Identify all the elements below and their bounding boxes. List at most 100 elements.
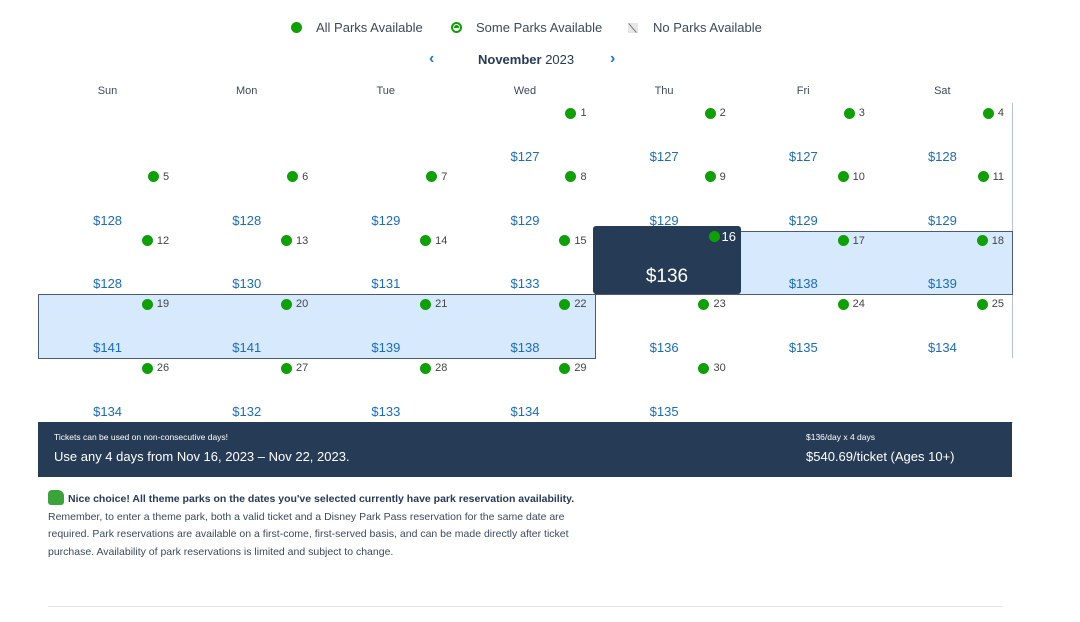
- legend-none: No Parks Available: [628, 20, 762, 35]
- all-parks-icon: [559, 362, 571, 374]
- day-price: $127: [788, 148, 818, 164]
- all-parks-icon: [426, 171, 438, 183]
- ticket-summary-bar: Tickets can be used on non-consecutive d…: [38, 422, 1012, 477]
- calendar-day-24[interactable]: 24 $135: [733, 294, 874, 360]
- all-parks-icon: [559, 298, 571, 310]
- calendar-day-1[interactable]: 1 $127: [455, 103, 596, 168]
- calendar-day-29[interactable]: 29 $134: [455, 358, 596, 423]
- day-price: $129: [371, 212, 401, 228]
- calendar-day-20[interactable]: 20 $141: [177, 294, 318, 360]
- calendar-day-2[interactable]: 2 $127: [594, 103, 735, 168]
- day-price: $129: [649, 212, 679, 228]
- day-price: $128: [232, 212, 262, 228]
- selected-day-16[interactable]: 16 $136: [593, 226, 741, 294]
- all-parks-icon: [420, 362, 432, 374]
- day-price: $141: [232, 340, 262, 356]
- all-parks-icon: [281, 235, 293, 247]
- day-number: 11: [977, 171, 1004, 183]
- calendar-day-22[interactable]: 22 $138: [455, 294, 596, 360]
- all-parks-icon: [148, 171, 160, 183]
- all-parks-icon: [698, 298, 710, 310]
- calendar-day-12[interactable]: 12 $128: [38, 230, 179, 296]
- all-parks-icon: [982, 107, 994, 119]
- day-number: 22: [559, 298, 587, 310]
- day-price: $129: [788, 212, 818, 228]
- calendar-day-21[interactable]: 21 $139: [316, 294, 457, 360]
- reservation-message: Nice choice! All theme parks on the date…: [48, 490, 608, 561]
- calendar-day-17[interactable]: 17 $138: [733, 230, 874, 296]
- weekday-header: Fri: [796, 85, 810, 97]
- prev-month-button[interactable]: ‹: [429, 50, 435, 67]
- all-parks-icon: [565, 107, 577, 119]
- calendar-day-26[interactable]: 26 $134: [38, 358, 179, 423]
- calendar-day-27[interactable]: 27 $132: [177, 358, 318, 423]
- day-price: $128: [93, 212, 123, 228]
- day-number: 1: [565, 107, 587, 119]
- day-number: 12: [141, 235, 169, 247]
- all-parks-icon: [141, 235, 153, 247]
- calendar-day-6[interactable]: 6 $128: [177, 166, 318, 232]
- calendar-day-3[interactable]: 3 $127: [733, 103, 874, 168]
- all-parks-icon: [291, 22, 302, 33]
- day-number: 16: [708, 229, 736, 244]
- calendar-day-25[interactable]: 25 $134: [872, 294, 1013, 360]
- all-parks-icon: [559, 235, 571, 247]
- day-number: 30: [698, 362, 726, 374]
- calendar-day-28[interactable]: 28 $133: [316, 358, 457, 423]
- calendar-day-13[interactable]: 13 $130: [177, 230, 318, 296]
- next-month-button[interactable]: ›: [610, 50, 616, 67]
- all-parks-icon: [843, 107, 855, 119]
- calendar-day-19[interactable]: 19 $141: [38, 294, 179, 360]
- empty-cell: [177, 103, 318, 168]
- day-number: 28: [420, 362, 447, 374]
- day-number: 25: [976, 298, 1004, 310]
- calendar-day-10[interactable]: 10 $129: [733, 166, 874, 232]
- day-number: 15: [559, 235, 587, 247]
- day-price: $135: [788, 340, 818, 356]
- per-day-price: $136/day x 4 days: [806, 432, 875, 442]
- weekday-header: Mon: [235, 85, 258, 97]
- day-price: $138: [788, 276, 818, 292]
- calendar-day-23[interactable]: 23 $136: [594, 294, 735, 360]
- some-parks-icon: [451, 22, 462, 33]
- calendar-day-11[interactable]: 11 $129: [872, 166, 1013, 232]
- all-parks-icon: [837, 171, 849, 183]
- day-price: $131: [371, 276, 401, 292]
- calendar-day-14[interactable]: 14 $131: [316, 230, 457, 296]
- all-parks-icon: [698, 362, 710, 374]
- date-range-text: Use any 4 days from Nov 16, 2023 – Nov 2…: [54, 449, 350, 464]
- day-price: $139: [927, 276, 957, 292]
- all-parks-icon: [420, 235, 432, 247]
- weekday-header: Tue: [376, 85, 396, 97]
- day-number: 24: [837, 298, 865, 310]
- month-title: November 2023: [478, 52, 575, 67]
- thumbs-up-icon: [48, 490, 64, 505]
- empty-cell: [316, 103, 457, 168]
- day-price: $134: [93, 403, 123, 419]
- day-number: 19: [141, 298, 169, 310]
- calendar-day-15[interactable]: 15 $133: [455, 230, 596, 296]
- calendar-day-8[interactable]: 8 $129: [455, 166, 596, 232]
- non-consecutive-note: Tickets can be used on non-consecutive d…: [54, 432, 229, 442]
- day-number: 29: [559, 362, 587, 374]
- all-parks-icon: [708, 231, 720, 242]
- calendar-day-30[interactable]: 30 $135: [594, 358, 735, 423]
- no-parks-icon: [628, 22, 638, 33]
- calendar-day-7[interactable]: 7 $129: [316, 166, 457, 232]
- day-number: 17: [837, 235, 865, 247]
- day-price: $128: [93, 276, 123, 292]
- empty-cell: [733, 358, 874, 423]
- calendar-day-5[interactable]: 5 $128: [38, 166, 179, 232]
- weekday-header: Wed: [513, 85, 537, 97]
- calendar-grid: 1 $127 2 $127 3 $127 4 $128 5 $128 6 $128 7 $129 8 $129…: [38, 103, 1013, 423]
- all-parks-icon: [704, 171, 716, 183]
- calendar-day-4[interactable]: 4 $128: [872, 103, 1013, 168]
- calendar-day-18[interactable]: 18 $139: [872, 230, 1013, 296]
- selected-day-price: $136: [645, 266, 689, 287]
- day-price: $138: [510, 340, 540, 356]
- all-parks-icon: [281, 362, 293, 374]
- legend-all: All Parks Available: [291, 20, 423, 35]
- day-number: 3: [843, 107, 865, 119]
- day-price: $134: [510, 403, 540, 419]
- calendar-day-9[interactable]: 9 $129: [594, 166, 735, 232]
